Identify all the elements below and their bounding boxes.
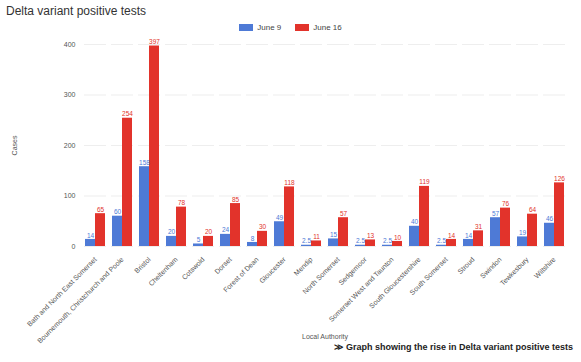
svg-text:2.5: 2.5 <box>383 237 392 244</box>
svg-text:126: 126 <box>554 175 565 182</box>
svg-text:Wiltshire: Wiltshire <box>533 256 557 280</box>
svg-text:Bristol: Bristol <box>133 255 152 274</box>
svg-text:2.5: 2.5 <box>437 237 446 244</box>
svg-text:24: 24 <box>222 226 230 233</box>
svg-text:85: 85 <box>232 196 240 203</box>
svg-text:South Gloucestershire: South Gloucestershire <box>368 256 422 310</box>
svg-text:64: 64 <box>529 206 537 213</box>
svg-text:20: 20 <box>205 228 213 235</box>
svg-text:2.5: 2.5 <box>302 237 311 244</box>
svg-text:5: 5 <box>197 236 201 243</box>
svg-text:Cases: Cases <box>11 135 18 155</box>
svg-text:30: 30 <box>259 223 267 230</box>
html-text:June 9: June 9 <box>257 22 282 32</box>
svg-text:Forest of Dean: Forest of Dean <box>222 256 260 294</box>
svg-text:57: 57 <box>492 210 500 217</box>
svg-text:158: 158 <box>139 159 150 166</box>
svg-text:40: 40 <box>411 218 419 225</box>
svg-text:13: 13 <box>367 232 375 239</box>
html-text:June 16: June 16 <box>313 22 342 32</box>
svg-text:19: 19 <box>519 229 527 236</box>
svg-text:20: 20 <box>168 228 176 235</box>
svg-text:Bournemouth, Christchurch and: Bournemouth, Christchurch and Poole <box>36 256 125 345</box>
svg-text:60: 60 <box>114 208 122 215</box>
svg-text:8: 8 <box>251 235 255 242</box>
svg-text:Gloucester: Gloucester <box>258 255 287 284</box>
svg-text:14: 14 <box>448 232 456 239</box>
svg-text:14: 14 <box>87 232 95 239</box>
svg-text:46: 46 <box>546 215 554 222</box>
svg-text:397: 397 <box>149 38 160 45</box>
svg-text:Dorset: Dorset <box>213 256 233 276</box>
html-text:≫ Graph showing the rise in De: ≫ Graph showing the rise in Delta varian… <box>334 342 573 352</box>
svg-text:2.5: 2.5 <box>356 237 365 244</box>
svg-text:Mendip: Mendip <box>293 256 315 278</box>
svg-text:10: 10 <box>394 234 402 241</box>
svg-text:76: 76 <box>502 200 510 207</box>
svg-text:11: 11 <box>313 233 320 240</box>
svg-text:14: 14 <box>465 232 473 239</box>
svg-text:118: 118 <box>284 179 295 186</box>
svg-text:200: 200 <box>64 142 76 149</box>
svg-text:0: 0 <box>72 243 76 250</box>
svg-text:Cheltenham: Cheltenham <box>147 256 179 288</box>
svg-text:57: 57 <box>340 210 348 217</box>
svg-text:65: 65 <box>97 206 105 213</box>
svg-text:Local Authority: Local Authority <box>302 333 348 341</box>
svg-text:Swindon: Swindon <box>479 256 503 280</box>
svg-text:Cotswold: Cotswold <box>180 256 205 281</box>
svg-text:400: 400 <box>64 41 76 48</box>
svg-text:300: 300 <box>64 91 76 98</box>
svg-text:49: 49 <box>276 214 284 221</box>
svg-text:Tewkesbury: Tewkesbury <box>499 255 531 287</box>
svg-text:Bath and North East Somerset: Bath and North East Somerset <box>25 255 98 328</box>
html-text:Delta variant positive tests: Delta variant positive tests <box>6 4 147 18</box>
svg-text:31: 31 <box>475 223 483 230</box>
svg-text:15: 15 <box>330 231 338 238</box>
svg-text:78: 78 <box>178 199 186 206</box>
svg-text:North Somerset: North Somerset <box>301 256 341 296</box>
svg-text:Stroud: Stroud <box>456 256 476 276</box>
svg-text:119: 119 <box>419 178 430 185</box>
svg-text:Somerset West and Taunton: Somerset West and Taunton <box>327 255 395 323</box>
svg-text:254: 254 <box>122 110 133 117</box>
svg-text:100: 100 <box>64 192 76 199</box>
svg-text:Sedgemoor: Sedgemoor <box>337 255 368 287</box>
svg-text:South Somerset: South Somerset <box>408 256 448 296</box>
